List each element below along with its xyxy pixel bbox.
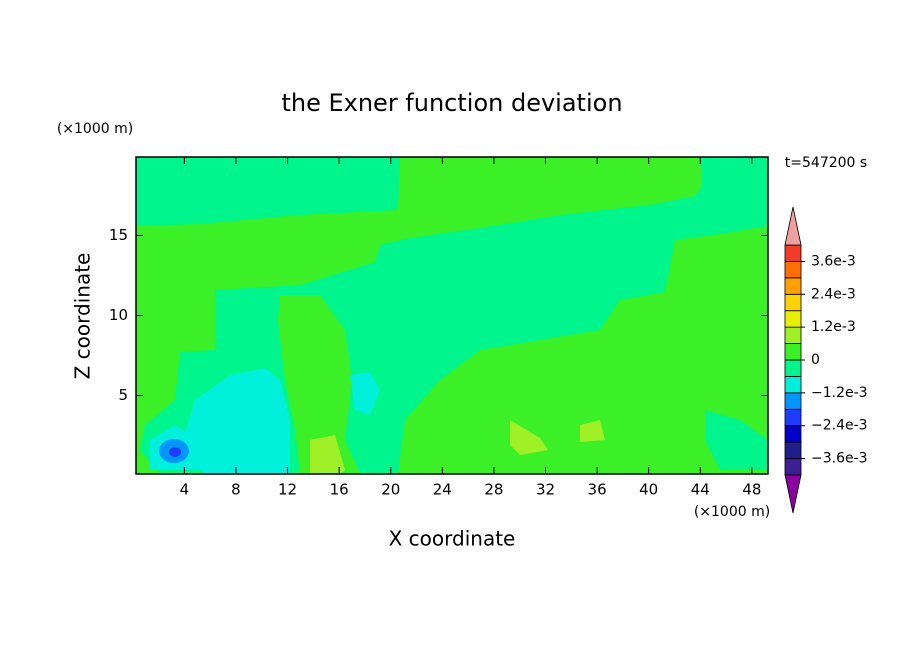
x-tick-label: 20 xyxy=(381,481,400,499)
colorbar-label: −3.6e-3 xyxy=(811,451,868,467)
x-tick-label: 44 xyxy=(691,481,710,499)
colorbar-label: −1.2e-3 xyxy=(811,385,868,401)
x-tick-label: 8 xyxy=(231,481,241,499)
colorbar-label: −2.4e-3 xyxy=(811,418,868,434)
colorbar-box xyxy=(784,408,802,427)
y-tick-label: 15 xyxy=(109,226,128,244)
colorbar-label: 2.4e-3 xyxy=(811,286,856,302)
colorbar-box xyxy=(784,310,802,328)
x-tick-label: 36 xyxy=(588,481,607,499)
contour-region xyxy=(278,295,360,474)
contour-region xyxy=(169,447,181,457)
x-tick-label: 48 xyxy=(742,481,761,499)
colorbar-box xyxy=(784,244,802,262)
contour-region xyxy=(510,420,548,455)
colorbar-under xyxy=(784,474,802,514)
x-tick-label: 16 xyxy=(330,481,349,499)
contour-region xyxy=(350,372,380,415)
time-label: t=547200 s xyxy=(785,155,867,171)
x-axis-label: X coordinate xyxy=(389,527,516,551)
y-axis-label: Z coordinate xyxy=(71,253,95,380)
colorbar-box xyxy=(784,359,802,377)
chart-title: the Exner function deviation xyxy=(281,89,622,117)
y-tick-label: 5 xyxy=(118,386,128,404)
contour-region xyxy=(705,410,768,470)
x-tick-label: 32 xyxy=(536,481,555,499)
x-unit: (×1000 m) xyxy=(694,504,770,520)
colorbar-box xyxy=(784,343,802,361)
x-tick-label: 24 xyxy=(433,481,452,499)
x-tick-label: 40 xyxy=(639,481,658,499)
contour-field xyxy=(136,157,768,474)
colorbar-over xyxy=(784,206,802,246)
colorbar-label: 1.2e-3 xyxy=(811,319,856,335)
contour-region xyxy=(180,368,290,474)
colorbar-label: 0 xyxy=(811,352,820,368)
y-unit: (×1000 m) xyxy=(57,121,133,137)
colorbar-label: 3.6e-3 xyxy=(811,253,856,269)
x-tick-label: 12 xyxy=(278,481,297,499)
contour-region xyxy=(310,435,345,474)
contour-region xyxy=(136,157,400,226)
colorbar-box xyxy=(784,293,802,312)
contour-region xyxy=(580,420,605,442)
colorbar-box xyxy=(784,458,802,476)
contour-region xyxy=(140,195,735,474)
colorbar-box xyxy=(784,425,802,443)
colorbar-box xyxy=(784,441,802,459)
colorbar-box xyxy=(784,261,802,279)
x-tick-label: 4 xyxy=(180,481,190,499)
colorbar-box xyxy=(784,376,802,394)
colorbar-box xyxy=(784,326,802,344)
y-tick-label: 10 xyxy=(109,306,128,324)
x-tick-label: 28 xyxy=(484,481,503,499)
colorbar-box xyxy=(784,277,802,295)
colorbar-box xyxy=(784,392,802,410)
